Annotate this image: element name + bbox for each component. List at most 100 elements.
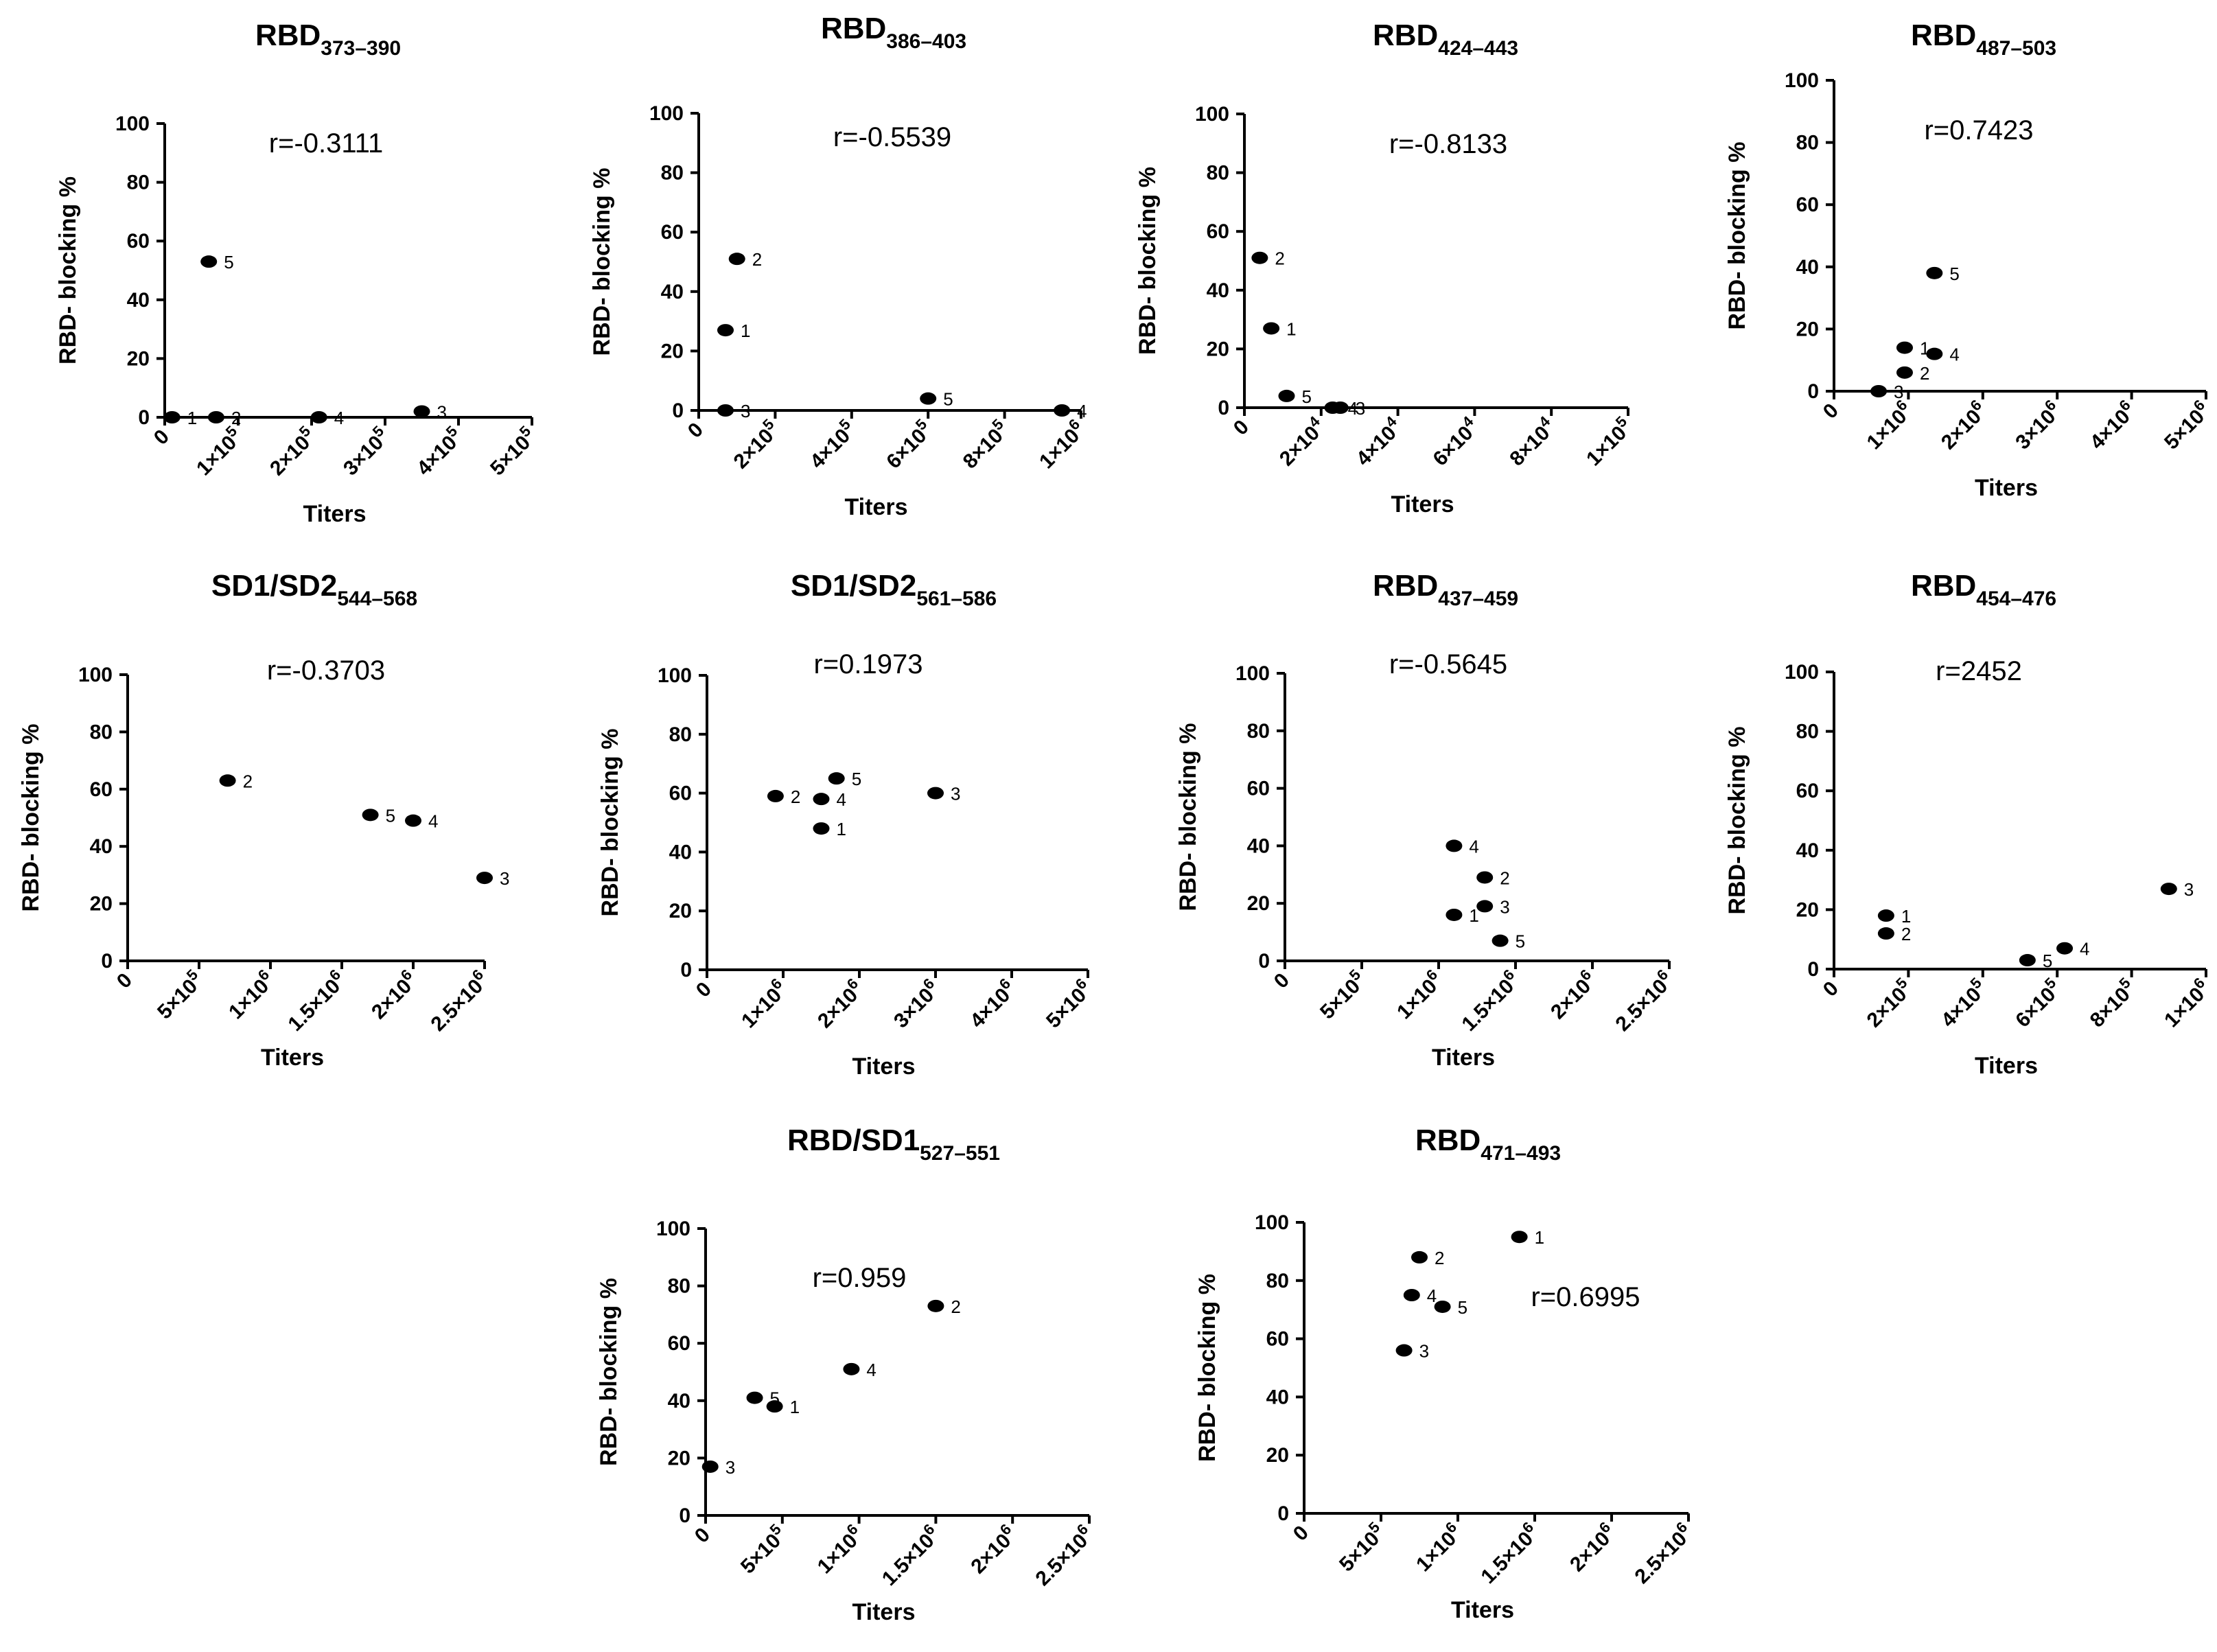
data-point xyxy=(767,789,784,802)
y-tick-label: 40 xyxy=(1247,835,1270,857)
y-tick-label: 80 xyxy=(1796,132,1819,154)
data-point xyxy=(728,253,745,266)
y-tick-label: 100 xyxy=(78,664,113,686)
x-tick-label: 2×106 xyxy=(1544,966,1601,1023)
correlation-annotation: r=-0.3703 xyxy=(267,655,385,686)
y-tick-label: 60 xyxy=(1207,220,1229,243)
data-point xyxy=(1870,385,1888,397)
y-tick-label: 60 xyxy=(668,1332,690,1355)
y-tick-label: 100 xyxy=(1785,69,1819,92)
point-label: 3 xyxy=(2184,879,2194,900)
x-tick-label: 1×106 xyxy=(734,975,792,1032)
point-label: 4 xyxy=(2080,939,2089,959)
y-tick-label: 80 xyxy=(669,723,692,746)
point-label: 5 xyxy=(386,805,395,826)
x-tick-label: 0 xyxy=(1289,1522,1313,1546)
point-label: 3 xyxy=(726,1457,735,1478)
data-point xyxy=(1491,934,1509,947)
point-label: 2 xyxy=(1500,868,1509,888)
y-tick-label: 0 xyxy=(1258,950,1270,973)
data-point xyxy=(2019,954,2036,967)
x-tick-label: 4×105 xyxy=(410,422,467,480)
y-tick-label: 0 xyxy=(672,399,684,422)
x-tick-label: 0 xyxy=(692,978,716,1002)
x-tick-label: 4×105 xyxy=(1934,974,1992,1032)
point-label: 5 xyxy=(943,389,953,410)
data-point xyxy=(1926,347,1943,360)
x-tick-label: 1×105 xyxy=(1579,412,1637,470)
data-point xyxy=(1324,402,1341,414)
x-tick-label: 0 xyxy=(690,1524,715,1548)
point-label: 5 xyxy=(1949,264,1959,284)
x-tick-label: 0 xyxy=(1229,416,1253,440)
y-axis-label: RBD- blocking % xyxy=(589,168,615,356)
y-tick-label: 0 xyxy=(1218,397,1229,419)
point-label: 3 xyxy=(1500,896,1509,917)
point-label: 5 xyxy=(1516,931,1525,952)
correlation-annotation: r=0.7423 xyxy=(1924,115,2033,146)
chart-title: RBD454–476 xyxy=(1911,569,2056,610)
x-tick-label: 1×106 xyxy=(811,1520,868,1578)
x-tick-label: 1×106 xyxy=(1032,415,1090,473)
y-tick-label: 80 xyxy=(668,1275,690,1298)
data-point xyxy=(2056,942,2074,955)
y-tick-label: 0 xyxy=(1807,958,1819,981)
point-label: 2 xyxy=(231,408,241,428)
point-label: 1 xyxy=(741,321,750,341)
x-tick-label: 0 xyxy=(1819,399,1843,423)
chart-title: RBD386–403 xyxy=(821,12,966,53)
data-point xyxy=(1926,266,1943,279)
chart-title: RBD/SD1527–551 xyxy=(787,1124,1000,1165)
point-label: 1 xyxy=(837,819,846,839)
x-tick-label: 8×105 xyxy=(956,415,1014,473)
y-tick-label: 60 xyxy=(90,778,113,801)
y-tick-label: 40 xyxy=(1207,279,1229,302)
x-tick-label: 2×106 xyxy=(1934,396,1992,454)
point-label: 1 xyxy=(1286,318,1296,339)
y-tick-label: 100 xyxy=(1255,1211,1289,1234)
x-tick-label: 1.5×106 xyxy=(875,1520,945,1590)
data-point xyxy=(200,255,218,268)
x-tick-label: 5×106 xyxy=(1039,975,1097,1032)
x-tick-label: 5×105 xyxy=(483,422,541,480)
point-label: 4 xyxy=(1427,1285,1437,1306)
chart-panel-8: RBD454–476 0 20 40 60 80 100 0 2×105 4×105 6×105 8×… xyxy=(1724,569,2209,1079)
y-tick-label: 80 xyxy=(1266,1270,1289,1292)
y-tick-label: 80 xyxy=(127,172,150,194)
y-tick-label: 100 xyxy=(658,664,692,687)
correlation-annotation: r=-0.5539 xyxy=(833,122,951,152)
y-tick-label: 20 xyxy=(1796,318,1819,340)
x-tick-label: 1×106 xyxy=(1859,396,1917,454)
y-tick-label: 40 xyxy=(661,281,684,303)
point-label: 1 xyxy=(790,1397,800,1417)
y-tick-label: 40 xyxy=(1796,256,1819,279)
x-tick-label: 5×105 xyxy=(150,966,208,1023)
correlation-annotation: r=0.6995 xyxy=(1531,1282,1640,1312)
x-axis-label: Titers xyxy=(261,1045,324,1071)
x-tick-label: 1×105 xyxy=(189,422,247,480)
data-point xyxy=(207,411,224,423)
y-tick-label: 60 xyxy=(1796,194,1819,216)
y-tick-label: 100 xyxy=(115,113,150,135)
data-point xyxy=(717,404,734,417)
chart-title: RBD373–390 xyxy=(255,19,401,60)
point-label: 3 xyxy=(1356,398,1365,419)
x-tick-label: 4×106 xyxy=(963,975,1021,1032)
point-label: 2 xyxy=(1901,924,1911,944)
correlation-annotation: r=-0.3111 xyxy=(269,128,383,159)
y-tick-label: 60 xyxy=(1796,780,1819,802)
y-axis-label: RBD- blocking % xyxy=(1194,1274,1220,1462)
y-axis-label: RBD- blocking % xyxy=(1724,727,1750,915)
y-axis-label: RBD- blocking % xyxy=(18,724,44,912)
x-tick-label: 8×104 xyxy=(1502,412,1561,471)
y-tick-label: 20 xyxy=(1266,1444,1289,1467)
data-point xyxy=(1446,908,1463,921)
y-tick-label: 0 xyxy=(101,950,113,973)
chart-title: SD1/SD2544–568 xyxy=(211,569,417,610)
x-tick-label: 5×105 xyxy=(734,1520,791,1578)
data-point xyxy=(1434,1300,1451,1313)
y-tick-label: 60 xyxy=(669,782,692,805)
chart-title: RBD471–493 xyxy=(1415,1124,1561,1165)
data-point xyxy=(920,392,937,405)
point-label: 4 xyxy=(837,789,846,810)
